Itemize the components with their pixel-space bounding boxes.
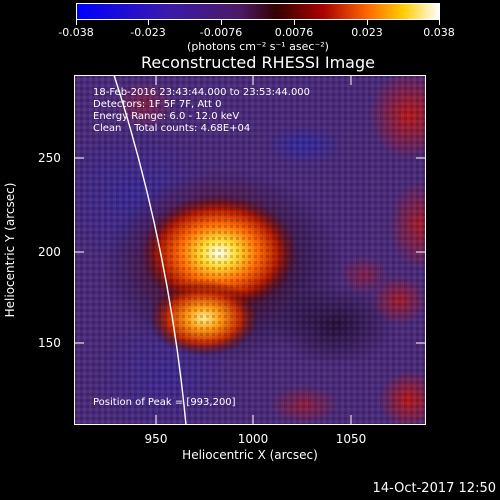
colorbar-tick-label: 0.0076 — [274, 26, 314, 39]
colorbar-tick — [294, 20, 295, 25]
colorbar-tick-label: 0.023 — [351, 26, 383, 39]
rhessi-image — [74, 75, 426, 425]
colorbar-tick-label: -0.0076 — [199, 26, 243, 39]
time-range-annotation: 18-Feb-2016 23:43:44.000 to 23:53:44.000 — [93, 87, 311, 98]
colorbar-tick — [439, 20, 440, 25]
x-tick-label: 950 — [144, 432, 168, 446]
colorbar-tick — [148, 20, 149, 25]
clean-annotation: Clean Total counts: 4.68E+04 — [93, 123, 251, 134]
timestamp: 14-Oct-2017 12:50 — [372, 481, 496, 496]
plot-frame — [74, 75, 426, 425]
x-tick-label: 1000 — [237, 432, 269, 446]
x-axis-label: Heliocentric X (arcsec) — [182, 448, 318, 462]
peak-position-annotation: Position of Peak = [993,200] — [93, 397, 236, 408]
colorbar-units: (photons cm⁻² s⁻¹ asec⁻²) — [187, 40, 329, 53]
y-axis-label: Heliocentric Y (arcsec) — [3, 182, 17, 318]
colorbar — [76, 3, 440, 20]
pixel-texture — [74, 75, 426, 425]
colorbar-tick — [367, 20, 368, 25]
colorbar-tick-label: -0.038 — [58, 26, 94, 39]
axis-ticks — [74, 75, 426, 425]
colorbar-tick-label: 0.038 — [423, 26, 455, 39]
y-tick-label: 250 — [38, 151, 61, 165]
solar-limb — [113, 75, 187, 425]
energy-range-annotation: Energy Range: 6.0 - 12.0 keV — [93, 111, 240, 122]
colorbar-tick-label: -0.023 — [130, 26, 166, 39]
detectors-annotation: Detectors: 1F 5F 7F, Att 0 — [93, 99, 222, 110]
plot-title: Reconstructed RHESSI Image — [141, 53, 375, 72]
y-tick-label: 150 — [38, 336, 61, 350]
x-tick-label: 1050 — [335, 432, 367, 446]
colorbar-tick — [221, 20, 222, 25]
y-tick-label: 200 — [38, 245, 61, 259]
colorbar-tick — [76, 20, 77, 25]
